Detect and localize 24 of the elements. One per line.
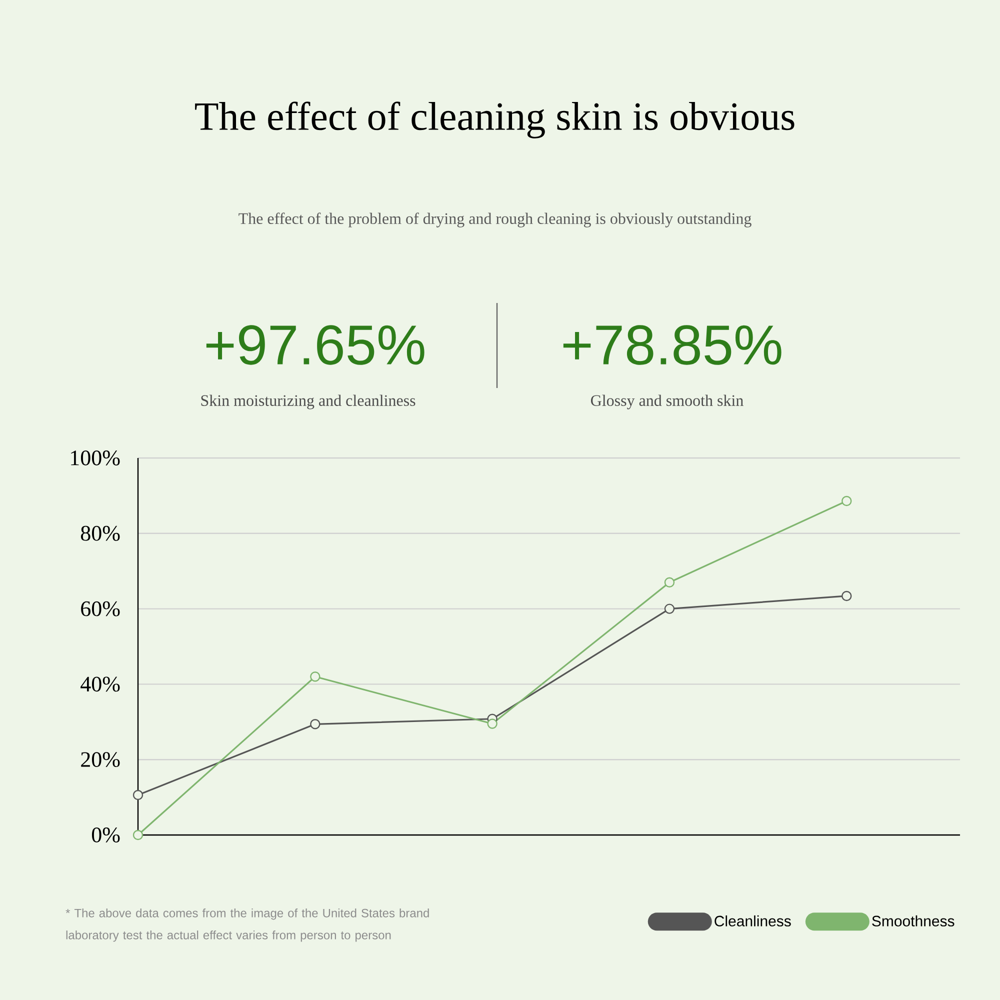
y-tick-label: 80% [80,526,120,541]
y-tick-label: 0% [92,828,120,842]
chart-subtitle: The effect of the problem of drying and rough cleaning is obviously outstanding [238,212,752,228]
point [310,719,320,730]
legend-label: Cleanliness [714,915,791,926]
text: +78.85% [563,325,782,365]
chart-title: The effect of cleaning skin is obvious [195,102,794,138]
point [842,590,852,602]
point [664,577,675,588]
y-tick-label: 40% [80,676,120,692]
text: +97.65% [206,325,424,365]
point [842,496,852,506]
point [487,718,498,729]
point [310,672,320,682]
y-tick-label: 60% [81,601,120,616]
text: Glossy and smooth skin [590,394,744,410]
y-tick-label: 100% [71,450,120,466]
point [132,790,144,800]
text: Skin moisturizing and cleanliness [201,394,416,410]
point [664,604,675,614]
text: * The above data comes from the image of the United States brand laboratory test the actual effect varies from person to person [66,908,429,942]
legend-label: Smoothness [872,915,954,926]
y-tick-label: 20% [81,752,120,768]
point [132,830,144,840]
